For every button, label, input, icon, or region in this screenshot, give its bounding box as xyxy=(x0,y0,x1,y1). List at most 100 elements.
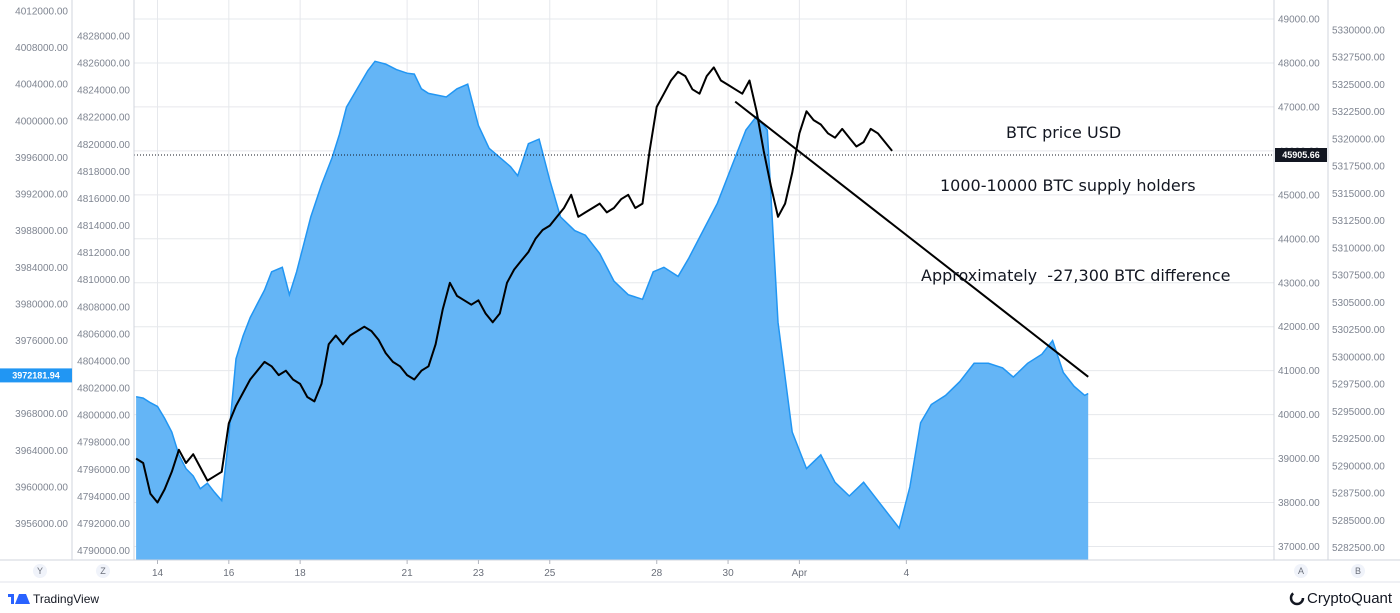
tick-label: 3960000.00 xyxy=(15,482,68,493)
btc-price-line xyxy=(135,66,893,504)
tick-label: 39000.00 xyxy=(1278,454,1320,465)
tick-label: 4824000.00 xyxy=(77,86,130,97)
tick-label: 5315000.00 xyxy=(1332,189,1385,200)
tick-label: 3980000.00 xyxy=(15,299,68,310)
tick-label: 5300000.00 xyxy=(1332,352,1385,363)
x-tick-label: 4 xyxy=(904,568,910,579)
x-tick-label: 30 xyxy=(723,568,735,579)
axis-button-y[interactable]: Y xyxy=(33,564,47,578)
tick-label: 45000.00 xyxy=(1278,190,1320,201)
tick-label: 37000.00 xyxy=(1278,542,1320,553)
tick-label: 5297500.00 xyxy=(1332,380,1385,391)
tick-label: 4808000.00 xyxy=(77,302,130,313)
tick-label: 49000.00 xyxy=(1278,15,1320,26)
tick-label: 5310000.00 xyxy=(1332,243,1385,254)
tick-label: 4818000.00 xyxy=(77,167,130,178)
x-tick-label: 18 xyxy=(295,568,307,579)
tradingview-logo: TradingView xyxy=(8,592,99,606)
area-fill xyxy=(136,61,1089,561)
annotation-btc-price: BTC price USD xyxy=(1006,123,1121,142)
tick-label: 42000.00 xyxy=(1278,322,1320,333)
tick-label: 4798000.00 xyxy=(77,438,130,449)
tick-label: 4816000.00 xyxy=(77,194,130,205)
x-tick-label: 28 xyxy=(651,568,663,579)
left-inner-axis: 4828000.00 4826000.00 4824000.00 4822000.00… xyxy=(77,32,130,558)
area-line xyxy=(135,60,1089,530)
tick-label: 48000.00 xyxy=(1278,59,1320,70)
left-current-value-badge: 3972181.94 xyxy=(0,368,72,383)
x-tick-label: 14 xyxy=(152,568,164,579)
axis-button-a[interactable]: A xyxy=(1294,564,1308,578)
axis-button-z[interactable]: Z xyxy=(96,564,110,578)
price-line xyxy=(135,66,893,504)
tick-label: 4828000.00 xyxy=(77,32,130,43)
x-tick-label: 21 xyxy=(402,568,414,579)
tick-label: 3992000.00 xyxy=(15,190,68,201)
tick-label: 4790000.00 xyxy=(77,546,130,557)
tick-label: 38000.00 xyxy=(1278,498,1320,509)
tick-label: 5322500.00 xyxy=(1332,107,1385,118)
trendline xyxy=(734,100,1089,378)
tick-label: 3964000.00 xyxy=(15,446,68,457)
tick-label: 3996000.00 xyxy=(15,153,68,164)
tick-label: 4792000.00 xyxy=(77,519,130,530)
tick-label: 3968000.00 xyxy=(15,409,68,420)
tick-label: 41000.00 xyxy=(1278,366,1320,377)
trend-line xyxy=(734,100,1089,378)
axis-button-b[interactable]: B xyxy=(1351,564,1365,578)
tradingview-icon xyxy=(8,594,30,604)
svg-text:TradingView: TradingView xyxy=(33,592,99,606)
x-tick-label: 16 xyxy=(223,568,235,579)
svg-text:Y: Y xyxy=(37,566,43,576)
tick-label: 5317500.00 xyxy=(1332,162,1385,173)
x-axis: 14 16 18 21 23 25 28 30 Apr 4 xyxy=(152,560,910,579)
tick-label: 4804000.00 xyxy=(77,356,130,367)
tick-label: 3956000.00 xyxy=(15,519,68,530)
svg-text:Z: Z xyxy=(100,566,106,576)
tick-label: 4800000.00 xyxy=(77,411,130,422)
tick-label: 43000.00 xyxy=(1278,278,1320,289)
tick-label: 5302500.00 xyxy=(1332,325,1385,336)
tick-label: 5290000.00 xyxy=(1332,461,1385,472)
tick-label: 3988000.00 xyxy=(15,226,68,237)
tick-label: 4004000.00 xyxy=(15,80,68,91)
right-current-value-badge: 45905.66 xyxy=(1275,148,1327,162)
tick-label: 4794000.00 xyxy=(77,492,130,503)
tick-label: 5307500.00 xyxy=(1332,271,1385,282)
tick-label: 4000000.00 xyxy=(15,116,68,127)
tick-label: 4810000.00 xyxy=(77,275,130,286)
tick-label: 5287500.00 xyxy=(1332,489,1385,500)
tick-label: 4812000.00 xyxy=(77,248,130,259)
tick-label: 5327500.00 xyxy=(1332,53,1385,64)
tick-label: 44000.00 xyxy=(1278,234,1320,245)
tick-label: 4806000.00 xyxy=(77,329,130,340)
x-tick-label: Apr xyxy=(792,568,808,579)
supply-holders-area xyxy=(135,60,1089,561)
left-outer-axis: 4012000.00 4008000.00 4004000.00 4000000.00… xyxy=(15,7,68,531)
tick-label: 4826000.00 xyxy=(77,59,130,70)
tick-label: 3984000.00 xyxy=(15,263,68,274)
tick-label: 4796000.00 xyxy=(77,465,130,476)
tick-label: 5312500.00 xyxy=(1332,216,1385,227)
tick-label: 4814000.00 xyxy=(77,221,130,232)
right-outer-axis: 5330000.00 5327500.00 5325000.00 5322500.00… xyxy=(1332,26,1385,555)
svg-text:A: A xyxy=(1298,566,1304,576)
cryptoquant-icon xyxy=(1289,590,1305,606)
tick-label: 5320000.00 xyxy=(1332,134,1385,145)
x-tick-label: 23 xyxy=(473,568,485,579)
tick-label: 5285000.00 xyxy=(1332,516,1385,527)
tick-label: 5295000.00 xyxy=(1332,407,1385,418)
tick-label: 5330000.00 xyxy=(1332,26,1385,37)
tick-label: 40000.00 xyxy=(1278,410,1320,421)
tick-label: 4802000.00 xyxy=(77,384,130,395)
tick-label: 47000.00 xyxy=(1278,102,1320,113)
cryptoquant-logo: CryptoQuant xyxy=(1289,590,1393,607)
svg-text:3972181.94: 3972181.94 xyxy=(12,370,60,380)
svg-text:45905.66: 45905.66 xyxy=(1282,150,1320,160)
tick-label: 5282500.00 xyxy=(1332,543,1385,554)
svg-text:B: B xyxy=(1355,566,1361,576)
svg-text:CryptoQuant: CryptoQuant xyxy=(1307,590,1393,607)
tick-label: 4822000.00 xyxy=(77,113,130,124)
tick-label: 5292500.00 xyxy=(1332,434,1385,445)
